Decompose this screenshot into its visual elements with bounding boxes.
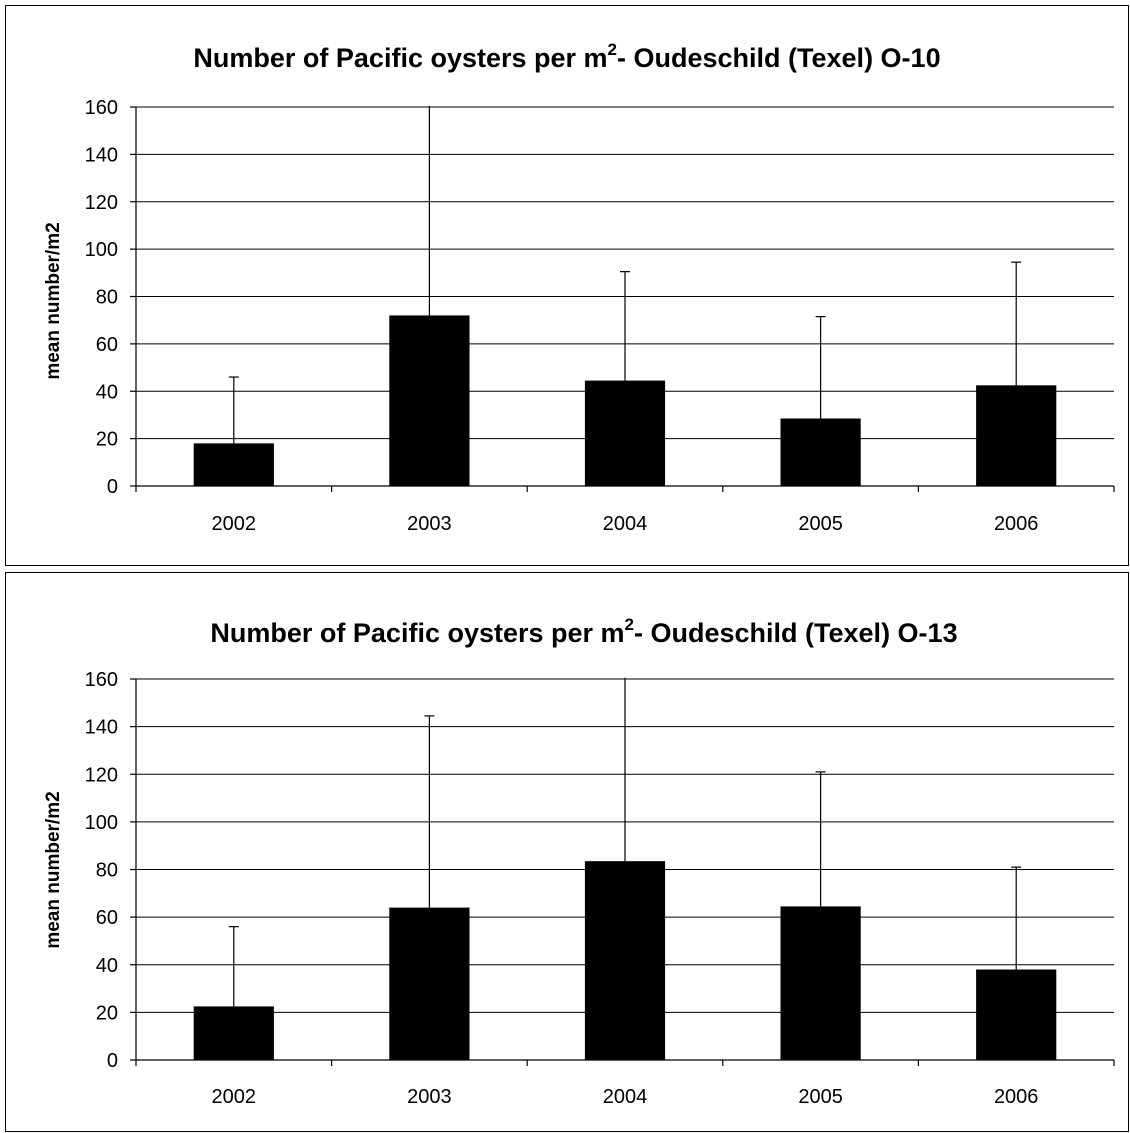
y-tick-label-40: 40 (96, 955, 118, 977)
x-tick-label-2004: 2004 (603, 513, 648, 535)
x-tick-label-2005: 2005 (798, 1086, 843, 1108)
y-tick-label-160: 160 (85, 669, 118, 691)
chart-o13: Number of Pacific oysters per m2- Oudesc… (43, 615, 1115, 1108)
x-tick-label-2003: 2003 (407, 513, 452, 535)
bar-2006 (976, 385, 1057, 486)
bar-2002 (193, 443, 274, 486)
y-tick-label-0: 0 (107, 476, 118, 498)
y-tick-label-100: 100 (85, 239, 118, 261)
y-tick-label-20: 20 (96, 1002, 118, 1024)
y-tick-label-100: 100 (85, 812, 118, 834)
chart-title: Number of Pacific oysters per m2- Oudesc… (193, 40, 940, 73)
x-tick-label-2006: 2006 (994, 1086, 1039, 1108)
y-tick-label-60: 60 (96, 907, 118, 929)
y-tick-label-0: 0 (107, 1050, 118, 1072)
y-tick-label-120: 120 (85, 192, 118, 214)
bar-2002 (193, 1006, 274, 1060)
chart-panel-o13: Number of Pacific oysters per m2- Oudesc… (5, 572, 1129, 1132)
x-tick-label-2004: 2004 (603, 1086, 648, 1108)
bar-2003 (389, 315, 470, 486)
bar-2006 (976, 969, 1057, 1060)
y-axis-label: mean number/m2 (43, 222, 64, 379)
y-tick-label-160: 160 (85, 97, 118, 119)
x-tick-label-2002: 2002 (212, 1086, 257, 1108)
bar-2005 (780, 906, 861, 1060)
bar-2004 (584, 861, 666, 1060)
bar-2004 (584, 380, 666, 486)
chart-panel-o10: Number of Pacific oysters per m2- Oudesc… (5, 5, 1129, 566)
chart-o10: Number of Pacific oysters per m2- Oudesc… (43, 40, 1115, 535)
chart-title: Number of Pacific oysters per m2- Oudesc… (210, 615, 957, 648)
y-tick-label-60: 60 (96, 334, 118, 356)
x-tick-label-2006: 2006 (994, 513, 1039, 535)
bar-2005 (780, 418, 861, 486)
y-tick-label-140: 140 (85, 717, 118, 739)
x-tick-label-2002: 2002 (212, 513, 257, 535)
bar-2003 (389, 907, 470, 1060)
y-tick-label-80: 80 (96, 860, 118, 882)
y-tick-label-40: 40 (96, 381, 118, 403)
x-tick-label-2005: 2005 (798, 513, 843, 535)
y-tick-label-80: 80 (96, 287, 118, 309)
y-tick-label-120: 120 (85, 764, 118, 786)
y-tick-label-140: 140 (85, 144, 118, 166)
x-tick-label-2003: 2003 (407, 1086, 452, 1108)
y-tick-label-20: 20 (96, 429, 118, 451)
y-axis-label: mean number/m2 (43, 791, 64, 948)
